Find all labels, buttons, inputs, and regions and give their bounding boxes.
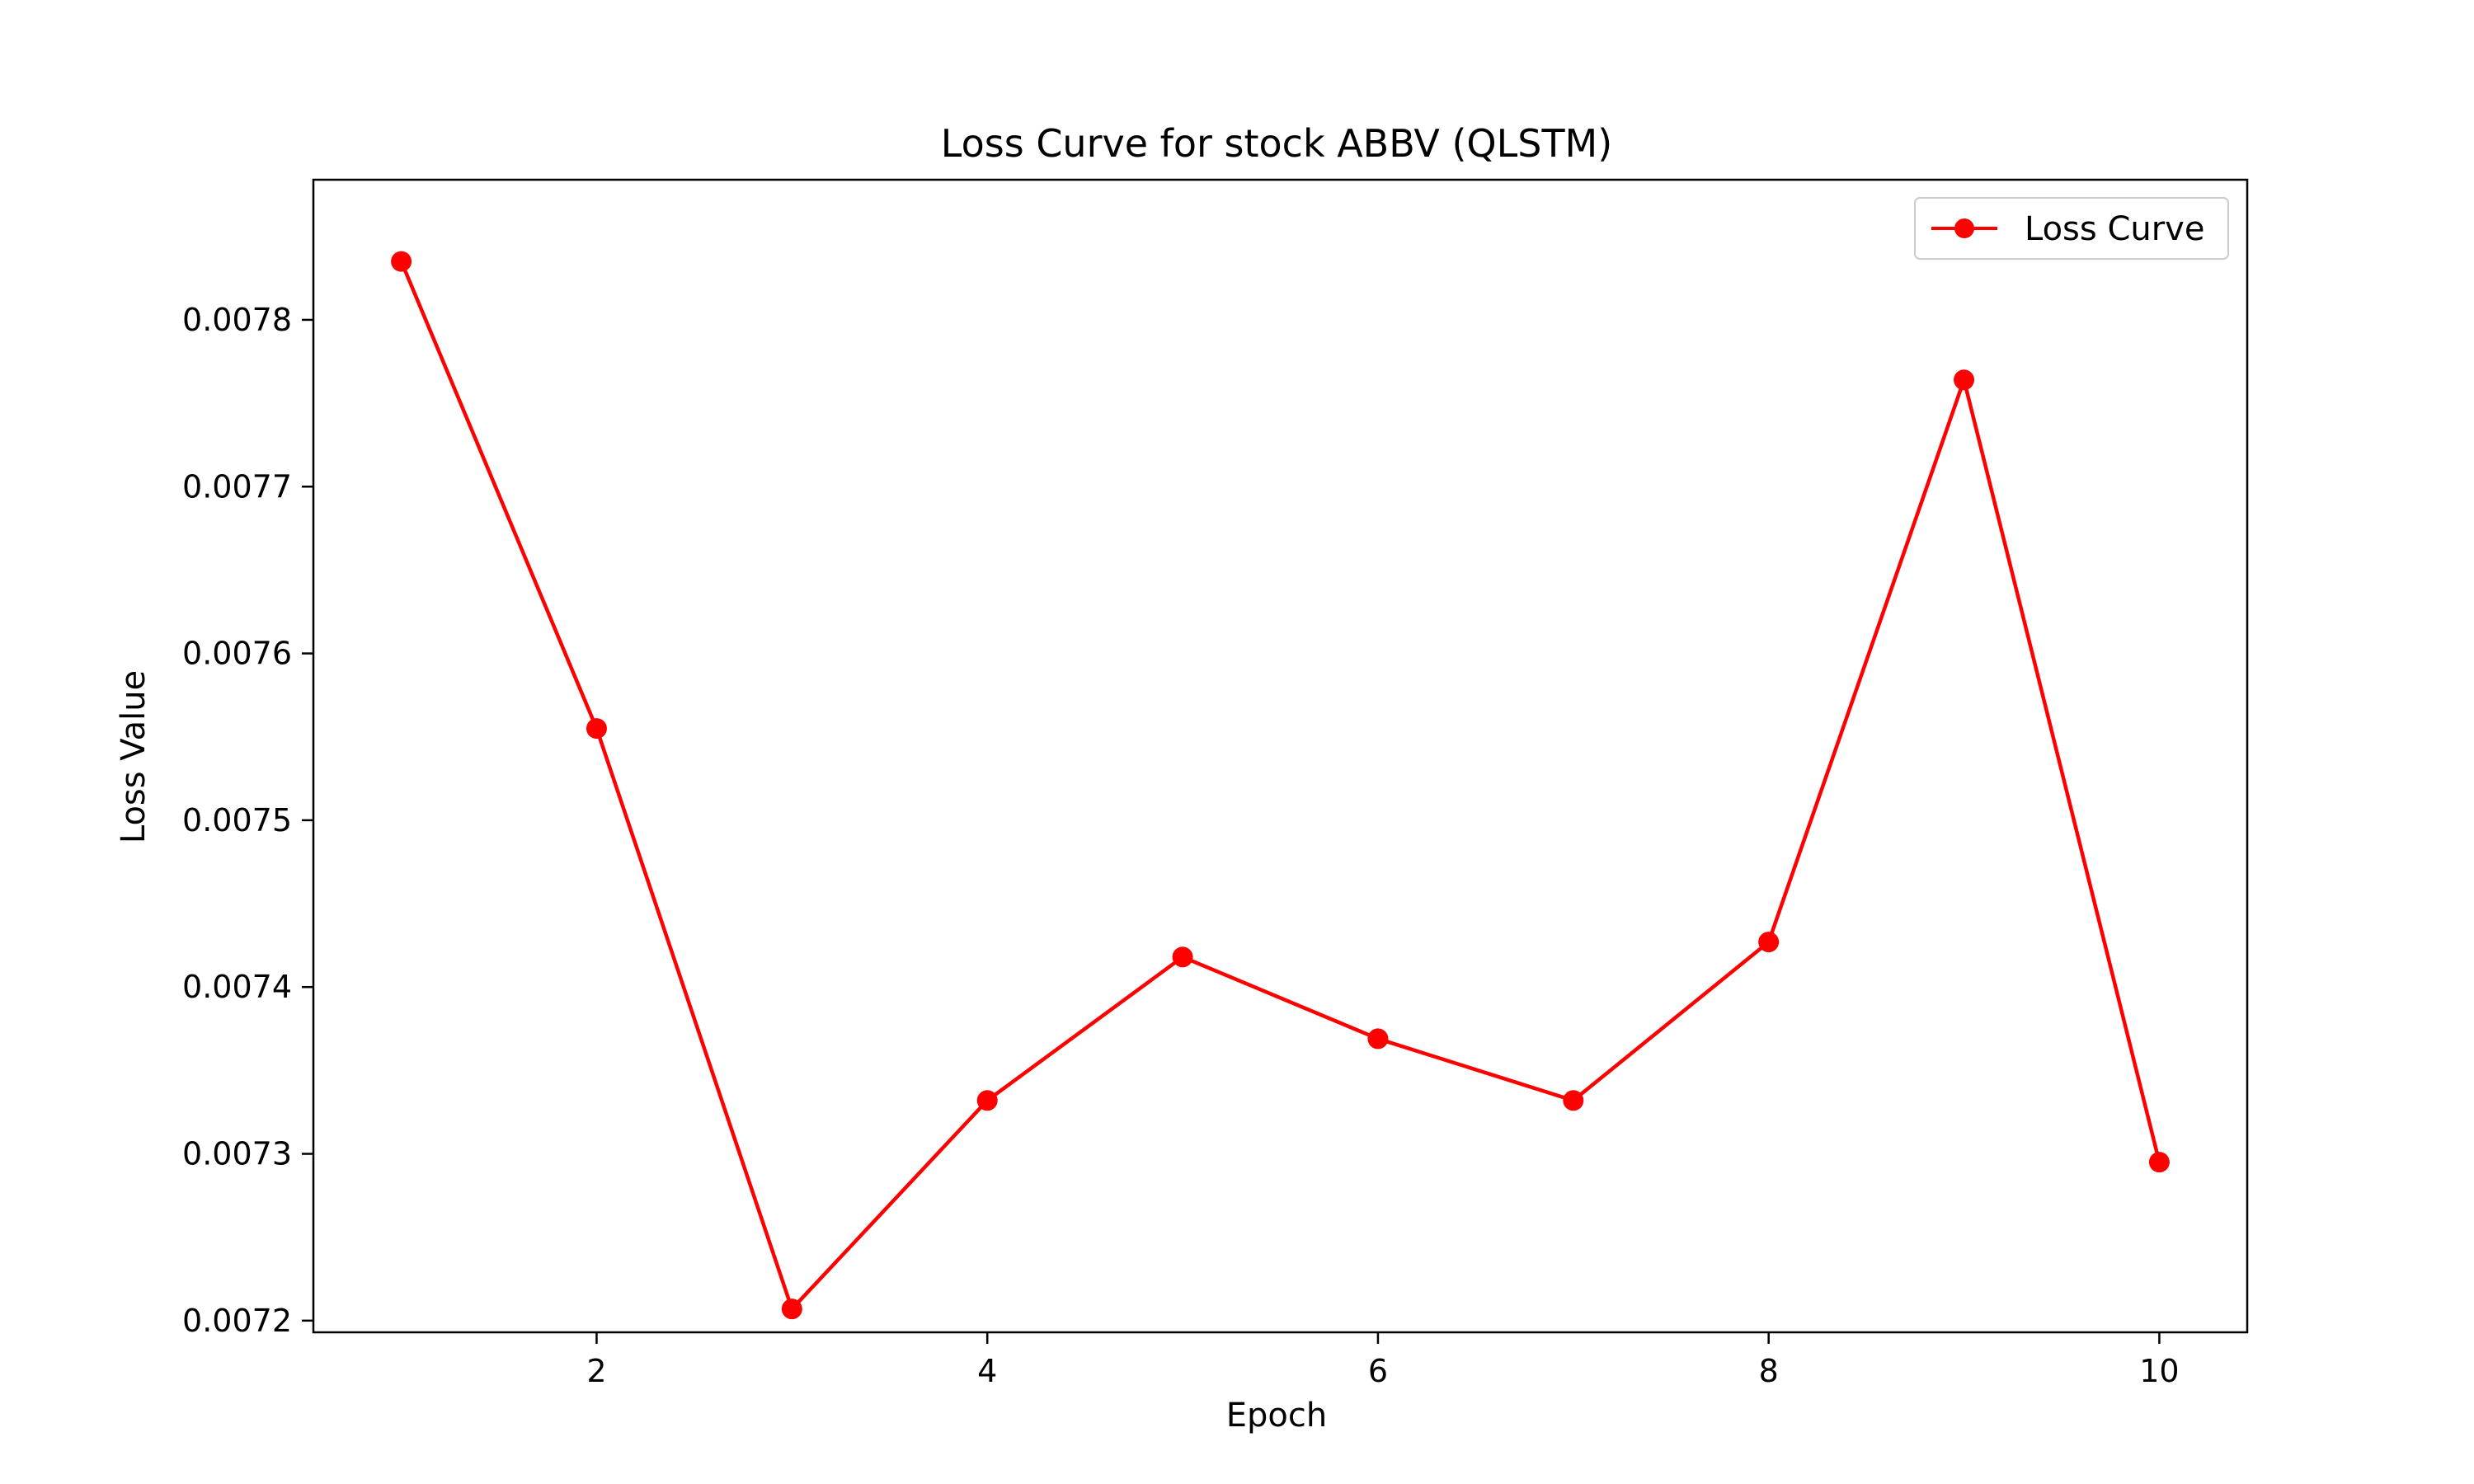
x-tick-label: 8 [1759,1353,1779,1389]
loss-curve-point [586,718,607,740]
y-tick-label: 0.0078 [182,302,292,338]
plot-frame [312,178,2249,1334]
y-tick-label: 0.0074 [182,969,292,1005]
y-tick-label: 0.0073 [182,1136,292,1172]
x-tick-label: 6 [1368,1353,1388,1389]
plot-area [391,251,2170,1320]
x-tick-label: 4 [977,1353,997,1389]
loss-curve-point [781,1298,802,1320]
legend: Loss Curve [1914,197,2229,260]
loss-curve-point [1172,946,1193,968]
y-tick-label: 0.0075 [182,802,292,838]
loss-curve-point [1954,369,1975,391]
loss-curve-point [2148,1152,2170,1173]
x-axis-label: Epoch [1226,1397,1327,1435]
loss-curve-point [1367,1028,1389,1050]
loss-curve-point [1563,1090,1584,1111]
legend-marker-swatch [1954,218,1974,238]
x-tick-label: 2 [586,1353,606,1389]
y-axis-label: Loss Value [115,670,153,843]
legend-label: Loss Curve [2025,210,2204,248]
y-tick-label: 0.0077 [182,468,292,505]
legend-box [1914,197,2229,260]
x-tick-label: 10 [2139,1353,2179,1389]
loss-curve-line [399,261,2161,1311]
axes: 2 4 6 8 10 0.0072 0.0073 0.0074 0.0075 0.0076 0.00… [182,302,2180,1389]
loss-curve-point [391,251,412,272]
loss-curve-point [976,1090,998,1111]
chart-title: Loss Curve for stock ABBV (QLSTM) [941,121,1612,166]
y-tick-label: 0.0076 [182,636,292,672]
y-tick-label: 0.0072 [182,1303,292,1339]
loss-curve-point [1758,932,1780,953]
